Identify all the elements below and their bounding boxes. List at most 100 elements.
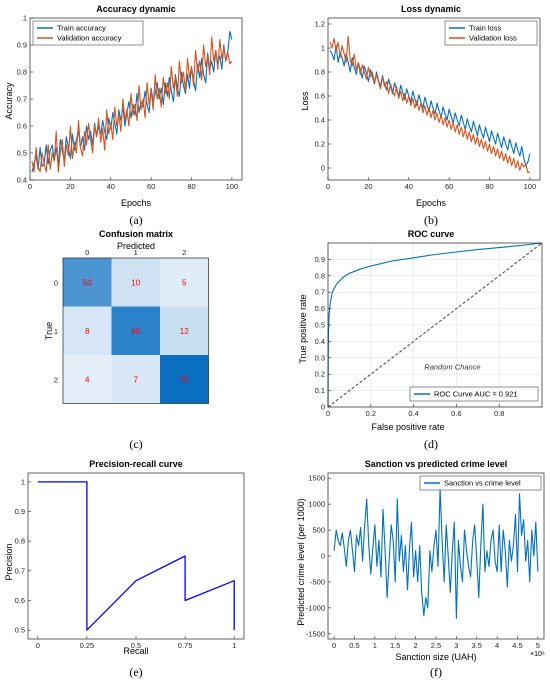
x-tick-label: 100 bbox=[524, 182, 537, 191]
x-tick-label: 80 bbox=[485, 182, 493, 191]
y-tick-label: 1500 bbox=[308, 474, 325, 483]
y-axis-label: True positive rate bbox=[298, 294, 308, 363]
cell-value: 7 bbox=[134, 375, 139, 384]
x-tick-label: 40 bbox=[405, 182, 413, 191]
legend-label: Train loss bbox=[469, 24, 501, 33]
y-tick-label: 0.2 bbox=[315, 370, 325, 379]
matrix-cell bbox=[160, 355, 209, 404]
x-tick-label: 0 bbox=[36, 641, 40, 650]
x-tick-label: 0 bbox=[326, 182, 330, 191]
matrix-cell bbox=[63, 258, 112, 307]
cell-value: 10 bbox=[131, 278, 140, 287]
y-tick-label: 0 bbox=[54, 278, 58, 287]
panel-caption: (e) bbox=[129, 665, 142, 679]
y-tick-label: 0.6 bbox=[15, 596, 25, 605]
legend-box bbox=[409, 386, 539, 402]
plot-area bbox=[28, 473, 244, 639]
x-tick-label: 2 bbox=[182, 248, 186, 257]
y-tick-label: 1 bbox=[23, 14, 27, 23]
x-tick-label: 4 bbox=[495, 641, 499, 650]
x-tick-label: 1 bbox=[232, 641, 236, 650]
plot-area bbox=[328, 473, 544, 639]
x-tick-label: 60 bbox=[147, 182, 155, 191]
cell-value: 60 bbox=[131, 327, 140, 336]
y-tick-label: 2 bbox=[54, 375, 58, 384]
x-tick-label: 100 bbox=[226, 182, 239, 191]
x-tick-label: 0.4 bbox=[408, 409, 418, 418]
y-tick-label: 0.8 bbox=[15, 537, 25, 546]
panel-caption: (d) bbox=[424, 437, 438, 451]
y-tick-label: 1 bbox=[21, 477, 25, 486]
y-tick-label: 0.5 bbox=[17, 149, 27, 158]
y-tick-label: 500 bbox=[312, 526, 325, 535]
sanction-vs-crime-panel: Sanction vs predicted crime level 0 0.5 1 1… bbox=[296, 459, 545, 679]
x-tick-label: 1 bbox=[134, 248, 138, 257]
matrix-cell bbox=[63, 355, 112, 404]
y-tick-label: 0.6 bbox=[315, 304, 325, 313]
x-tick-label: 0.5 bbox=[131, 641, 141, 650]
y-tick-label: 0.7 bbox=[17, 95, 27, 104]
x-tick-label: 4.5 bbox=[512, 641, 522, 650]
chart-title: Loss dynamic bbox=[401, 4, 461, 14]
chart-title: ROC curve bbox=[408, 229, 455, 239]
y-tick-label: 0.6 bbox=[315, 92, 325, 101]
y-tick-label: 0.9 bbox=[315, 255, 325, 264]
series-line-1 bbox=[329, 35, 531, 174]
y-tick-label: 0.8 bbox=[17, 68, 27, 77]
accuracy-dynamic-panel: Accuracy dynamic 0 20 40 60 80 100 0.4 0.5 0.6 0.… bbox=[4, 4, 243, 227]
matrix-cell bbox=[111, 355, 160, 404]
cell-value: 70 bbox=[180, 375, 189, 384]
series-line-0 bbox=[327, 242, 543, 408]
y-tick-label: 1000 bbox=[308, 500, 325, 509]
legend-box bbox=[419, 475, 542, 491]
precision-recall-panel: Precision-recall curve 0 0.25 0.5 0.75 1 0.5 0… bbox=[4, 459, 245, 679]
legend-label: Train accuracy bbox=[57, 24, 106, 33]
series-line-1 bbox=[31, 36, 233, 173]
y-tick-label: 0.3 bbox=[315, 353, 325, 362]
cell-value: 4 bbox=[85, 375, 90, 384]
y-axis-label: Precision bbox=[4, 543, 14, 580]
y-tick-label: 0.8 bbox=[315, 68, 325, 77]
random-chance-label: Random Chance bbox=[424, 362, 480, 371]
x-tick-label: 60 bbox=[445, 182, 453, 191]
y-axis-label: Accuracy bbox=[4, 82, 14, 120]
x-tick-label: 5 bbox=[536, 641, 540, 650]
y-tick-label: 0 bbox=[321, 403, 325, 412]
panel-caption: (c) bbox=[129, 437, 142, 451]
y-tick-label: -500 bbox=[310, 577, 325, 586]
y-tick-label: 0.2 bbox=[315, 140, 325, 149]
y-tick-label: 0.4 bbox=[315, 337, 325, 346]
y-tick-label: 0 bbox=[321, 164, 325, 173]
x-axis-label: Sanction size (UAH) bbox=[395, 652, 476, 662]
x-axis-label: Recall bbox=[123, 646, 148, 656]
x-axis-label: Epochs bbox=[416, 198, 447, 208]
y-tick-label: 1 bbox=[321, 44, 325, 53]
y-axis-label: Predicted crime level (per 1000) bbox=[296, 498, 306, 626]
series-line-0 bbox=[37, 481, 235, 631]
y-axis-label: True bbox=[44, 322, 54, 340]
confusion-matrix-panel: Confusion matrix Predicted True 50 10 58 60… bbox=[44, 229, 209, 451]
y-tick-label: -1000 bbox=[306, 603, 325, 612]
y-tick-label: 0.9 bbox=[17, 41, 27, 50]
cell-value: 5 bbox=[182, 278, 187, 287]
x-tick-label: 2.5 bbox=[431, 641, 441, 650]
x-axis-exponent: ×10⁶ bbox=[530, 651, 545, 658]
panel-caption: (a) bbox=[129, 213, 142, 227]
y-tick-label: 0.7 bbox=[315, 288, 325, 297]
matrix-cell bbox=[160, 306, 209, 355]
y-tick-label: 1.2 bbox=[315, 20, 325, 29]
series-line-0 bbox=[333, 488, 539, 619]
y-tick-label: 0.5 bbox=[15, 626, 25, 635]
panel-caption: (f) bbox=[430, 665, 442, 679]
y-tick-label: 0.8 bbox=[315, 271, 325, 280]
y-tick-label: 0.7 bbox=[15, 566, 25, 575]
x-tick-label: 0 bbox=[326, 409, 330, 418]
x-tick-label: 40 bbox=[107, 182, 115, 191]
y-tick-label: 0.4 bbox=[17, 176, 27, 185]
chart-title: Sanction vs predicted crime level bbox=[365, 459, 508, 469]
x-tick-label: 0.6 bbox=[451, 409, 461, 418]
plot-frame bbox=[327, 17, 541, 181]
x-tick-label: 3.5 bbox=[472, 641, 482, 650]
x-tick-label: 0.8 bbox=[494, 409, 504, 418]
